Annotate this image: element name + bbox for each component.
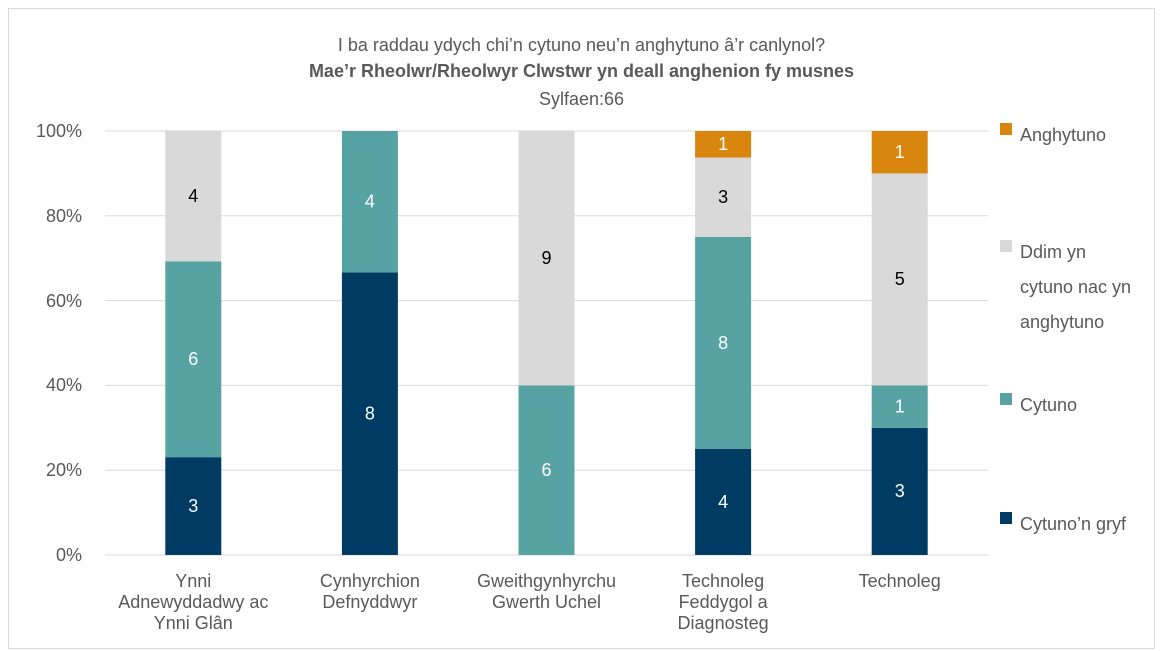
data-label: 1 bbox=[895, 142, 905, 162]
bar-segment bbox=[695, 131, 752, 158]
y-tick-label: 20% bbox=[45, 460, 82, 481]
frame bbox=[8, 8, 1155, 649]
bar-segment bbox=[695, 157, 752, 237]
bar-segment bbox=[165, 131, 222, 262]
data-label: 5 bbox=[895, 269, 905, 289]
data-label: 4 bbox=[188, 186, 198, 206]
legend-swatch bbox=[1000, 240, 1012, 252]
bar-segment bbox=[871, 173, 928, 386]
data-label: 8 bbox=[365, 403, 375, 423]
data-label: 3 bbox=[718, 187, 728, 207]
legend-swatch bbox=[1000, 123, 1012, 135]
data-label: 8 bbox=[718, 333, 728, 353]
x-tick-label: Ynni Adnewyddadwy ac Ynni Glân bbox=[118, 571, 269, 633]
chart-subtitle: Mae’r Rheolwr/Rheolwyr Clwstwr yn deall … bbox=[308, 61, 855, 81]
y-tick-label: 0% bbox=[55, 545, 82, 565]
legend-swatch bbox=[1000, 512, 1012, 524]
data-label: 6 bbox=[541, 460, 551, 480]
data-label: 4 bbox=[718, 492, 728, 512]
chart-title: I ba raddau ydych chi’n cytuno neu’n ang… bbox=[337, 35, 826, 55]
y-tick-label: 100% bbox=[35, 121, 82, 141]
bar-segment bbox=[695, 449, 752, 555]
chart-note: Sylfaen:66 bbox=[538, 89, 625, 109]
bar-segment bbox=[165, 457, 222, 555]
bar-segment bbox=[871, 385, 928, 428]
y-tick-label: 40% bbox=[45, 375, 82, 396]
bar-segment bbox=[165, 261, 222, 458]
x-tick-label: Gweithgynhyrchu Gwerth Uchel bbox=[476, 571, 617, 612]
bar-segment bbox=[341, 272, 398, 555]
legend-swatch bbox=[1000, 393, 1012, 405]
legend-label: Ddim yn cytuno nac yn anghytuno bbox=[1020, 242, 1132, 332]
y-tick-label: 80% bbox=[45, 205, 82, 226]
data-label: 9 bbox=[541, 248, 551, 268]
data-label: 3 bbox=[188, 496, 198, 516]
data-label: 4 bbox=[365, 191, 375, 211]
x-tick-label: Technoleg bbox=[858, 571, 941, 591]
data-label: 1 bbox=[895, 396, 905, 416]
bar-segment bbox=[695, 237, 752, 449]
data-label: 3 bbox=[895, 481, 905, 501]
data-label: 6 bbox=[188, 349, 198, 369]
bar-segment bbox=[871, 131, 928, 174]
legend-label: Cytuno bbox=[1020, 395, 1078, 415]
x-tick-label: Cynhyrchion Defnyddwyr bbox=[319, 571, 420, 612]
legend-label: Anghytuno bbox=[1020, 125, 1107, 145]
data-label: 1 bbox=[718, 134, 728, 154]
x-tick-label: Technoleg Feddygol a Diagnosteg bbox=[677, 571, 769, 633]
y-tick-label: 60% bbox=[45, 290, 82, 311]
bar-segment bbox=[341, 131, 398, 273]
bar-segment bbox=[518, 131, 575, 386]
legend-label: Cytuno’n gryf bbox=[1020, 514, 1127, 534]
bar-segment bbox=[518, 385, 575, 555]
bar-segment bbox=[871, 427, 928, 555]
